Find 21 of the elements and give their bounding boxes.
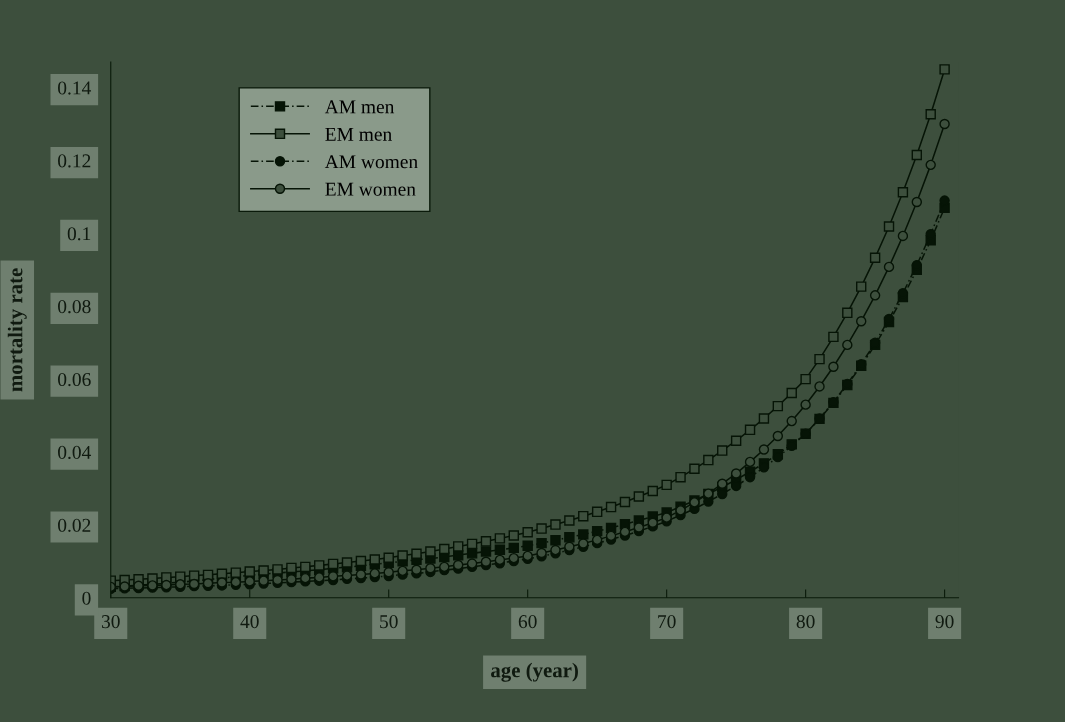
x-tick-label: 30 <box>101 615 120 629</box>
y-tick-label: 0.04 <box>58 445 92 460</box>
x-tick-label: 60 <box>518 615 537 629</box>
y-tick-label: 0.02 <box>58 518 91 532</box>
y-tick-label: 0.14 <box>58 81 92 95</box>
x-tick-label: 80 <box>796 615 815 629</box>
legend-label: AM men <box>324 100 395 114</box>
y-tick-label: 0 <box>82 591 91 605</box>
y-tick-label: 0.1 <box>67 227 91 241</box>
x-tick-label: 90 <box>935 615 954 629</box>
y-tick-label: 0.08 <box>58 300 91 314</box>
legend-label: EM men <box>325 127 392 141</box>
y-tick-label: 0.06 <box>58 372 91 387</box>
legend-label: EM women <box>325 182 416 196</box>
x-axis-title: age (year) <box>491 662 578 682</box>
y-tick-label: 0.12 <box>58 154 91 168</box>
legend-label: AM women <box>324 155 418 169</box>
x-tick-label: 40 <box>240 615 259 629</box>
x-tick-label: 50 <box>380 615 398 629</box>
x-tick-label: 70 <box>658 615 676 629</box>
y-axis-title: mortality rate <box>7 268 27 392</box>
